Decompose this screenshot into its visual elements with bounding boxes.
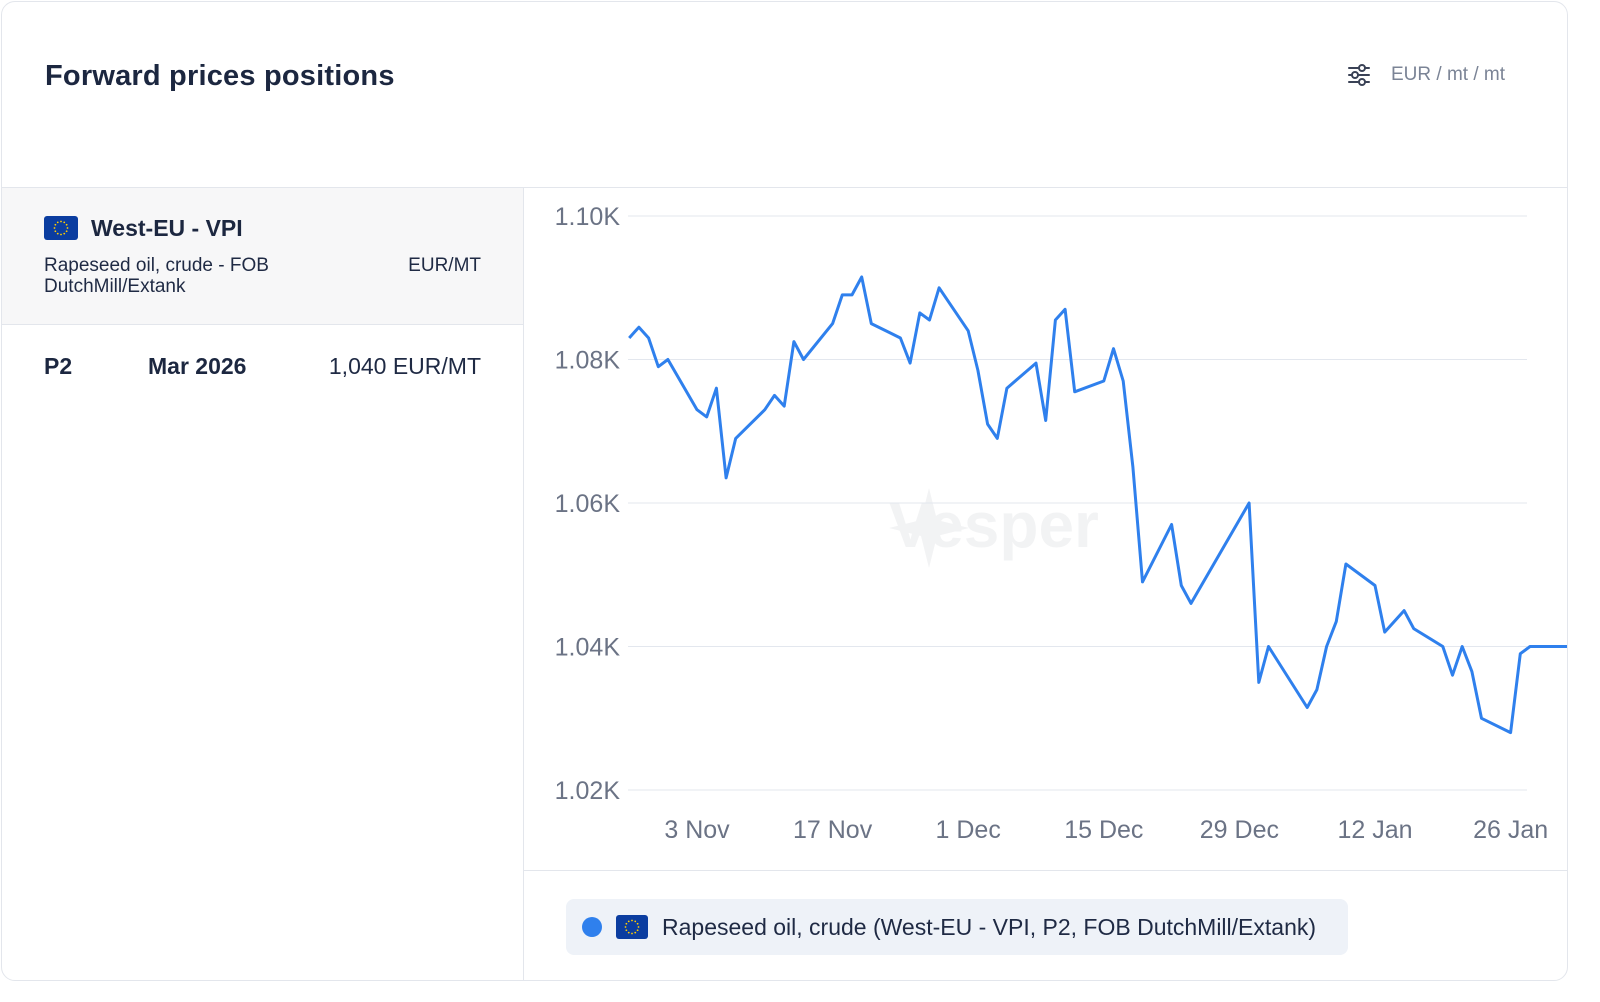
x-tick-label: 26 Jan <box>1473 816 1548 844</box>
x-tick-label: 17 Nov <box>793 816 873 844</box>
position-row[interactable]: P2 Mar 2026 1,040 EUR/MT <box>2 325 523 405</box>
y-tick-label: 1.04K <box>555 634 621 662</box>
y-tick-label: 1.08K <box>555 347 621 375</box>
position-month: Mar 2026 <box>148 353 247 379</box>
x-tick-label: 15 Dec <box>1064 816 1143 844</box>
positions-panel: West-EU - VPI Rapeseed oil, crude - FOB … <box>2 188 524 980</box>
x-tick-label: 29 Dec <box>1200 816 1279 844</box>
y-tick-label: 1.06K <box>555 490 621 518</box>
sliders-icon[interactable] <box>1347 64 1371 86</box>
series-color-dot <box>582 917 602 937</box>
legend-item[interactable]: Rapeseed oil, crude (West-EU - VPI, P2, … <box>566 899 1349 955</box>
market-card[interactable]: West-EU - VPI Rapeseed oil, crude - FOB … <box>2 188 523 325</box>
chart-svg: 1.02K 1.04K 1.06K 1.08K 1.10K 3 Nov 17 Nov 1 De… <box>555 203 1567 844</box>
card-header: Forward prices positions EUR / mt / <box>2 2 1567 188</box>
market-name: West-EU - VPI <box>91 215 243 241</box>
unit-selector[interactable]: EUR / mt / mt <box>1347 64 1505 86</box>
watermark-text: Vesper <box>889 489 1099 561</box>
price-chart[interactable]: Vesper 1.02K 1.04K 1.06K 1.08K 1.10K 3 Nov 17 … <box>524 188 1567 870</box>
x-tick-label: 3 Nov <box>664 816 730 844</box>
position-price: 1,040 EUR/MT <box>328 353 481 379</box>
x-tick-label: 12 Jan <box>1337 816 1412 844</box>
forward-prices-card: Forward prices positions EUR / mt / <box>1 1 1568 981</box>
y-tick-label: 1.02K <box>555 777 621 805</box>
legend-area: Rapeseed oil, crude (West-EU - VPI, P2, … <box>524 870 1567 980</box>
watermark: Vesper <box>889 488 1099 568</box>
market-product: Rapeseed oil, crude - FOB DutchMill/Exta… <box>44 255 269 297</box>
page-title: Forward prices positions <box>45 60 395 92</box>
position-period: P2 <box>44 353 73 379</box>
y-tick-label: 1.10K <box>555 203 621 231</box>
eu-flag-icon <box>616 915 648 939</box>
vesper-logo-icon <box>889 488 969 568</box>
unit-selector-label[interactable]: EUR / mt / mt <box>1391 64 1505 85</box>
series-line[interactable] <box>628 275 1567 735</box>
x-tick-label: 1 Dec <box>936 816 1001 844</box>
market-unit: EUR/MT <box>408 255 481 276</box>
legend-label: Rapeseed oil, crude (West-EU - VPI, P2, … <box>662 913 1317 940</box>
eu-flag-icon <box>44 216 78 240</box>
